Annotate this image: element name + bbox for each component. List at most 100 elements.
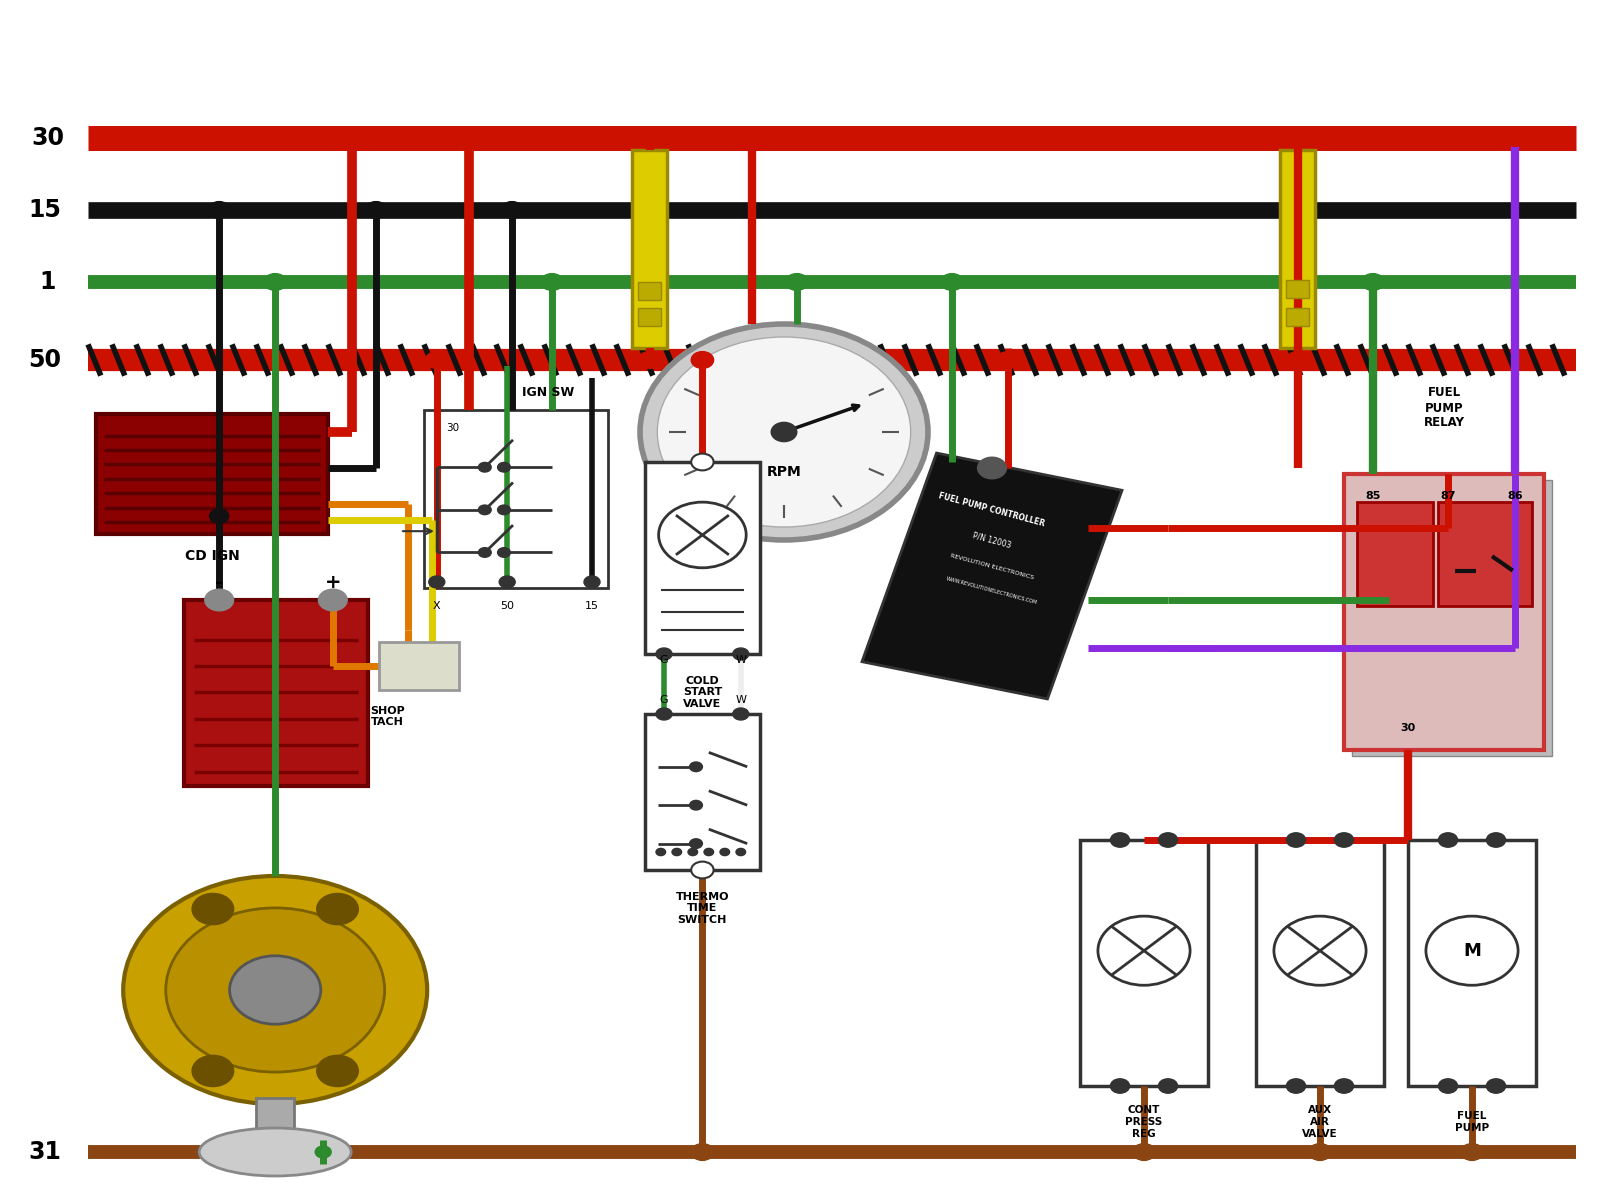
Circle shape	[688, 848, 698, 856]
Circle shape	[658, 337, 910, 527]
Circle shape	[429, 576, 445, 588]
Text: REVOLUTION ELECTRONICS: REVOLUTION ELECTRONICS	[950, 553, 1034, 580]
Circle shape	[736, 848, 746, 856]
Circle shape	[1461, 1144, 1483, 1160]
Text: 30: 30	[446, 424, 459, 433]
Circle shape	[1504, 130, 1526, 146]
Bar	[1352, 480, 1552, 756]
Circle shape	[691, 454, 714, 470]
Circle shape	[192, 894, 234, 925]
Text: 50: 50	[29, 348, 61, 372]
Circle shape	[978, 457, 1006, 479]
Circle shape	[498, 462, 510, 472]
Circle shape	[1274, 916, 1366, 985]
Text: 50: 50	[501, 601, 514, 611]
Bar	[1286, 308, 1309, 326]
Circle shape	[1286, 833, 1306, 847]
Bar	[96, 414, 328, 534]
Text: 15: 15	[29, 198, 61, 222]
Circle shape	[690, 839, 702, 848]
Circle shape	[640, 324, 928, 540]
Text: P/N 12003: P/N 12003	[971, 530, 1013, 550]
Circle shape	[691, 352, 714, 368]
Circle shape	[1158, 833, 1178, 847]
Circle shape	[499, 576, 515, 588]
Circle shape	[733, 648, 749, 660]
Circle shape	[690, 800, 702, 810]
Text: 30: 30	[32, 126, 64, 150]
Circle shape	[656, 708, 672, 720]
Circle shape	[478, 505, 491, 515]
Bar	[1256, 840, 1384, 1086]
Circle shape	[315, 1146, 331, 1158]
Circle shape	[1426, 916, 1518, 985]
Circle shape	[208, 202, 230, 218]
Circle shape	[584, 576, 600, 588]
Circle shape	[1110, 1079, 1130, 1093]
Text: 30: 30	[1400, 724, 1416, 733]
Text: THERMO
TIME
SWITCH: THERMO TIME SWITCH	[675, 892, 730, 925]
Circle shape	[1438, 1079, 1458, 1093]
Text: CD IGN: CD IGN	[184, 548, 240, 563]
Text: IGN SW: IGN SW	[522, 386, 574, 398]
Circle shape	[1362, 274, 1384, 290]
Circle shape	[704, 848, 714, 856]
Circle shape	[656, 848, 666, 856]
Text: COLD
START
VALVE: COLD START VALVE	[683, 676, 722, 709]
Circle shape	[1286, 352, 1309, 368]
Circle shape	[1486, 833, 1506, 847]
Circle shape	[205, 589, 234, 611]
Text: AUX
AIR
VALVE: AUX AIR VALVE	[1302, 1105, 1338, 1139]
Circle shape	[1110, 833, 1130, 847]
Bar	[1408, 840, 1536, 1086]
Circle shape	[771, 422, 797, 442]
Text: 85: 85	[1365, 491, 1381, 500]
Circle shape	[656, 648, 672, 660]
Ellipse shape	[198, 1128, 352, 1176]
Polygon shape	[862, 454, 1122, 698]
Circle shape	[1334, 1079, 1354, 1093]
Circle shape	[1158, 1079, 1178, 1093]
Bar	[379, 642, 459, 690]
Text: G: G	[659, 695, 669, 704]
Text: FUEL PUMP CONTROLLER: FUEL PUMP CONTROLLER	[938, 492, 1046, 528]
Circle shape	[786, 274, 808, 290]
Circle shape	[691, 1144, 714, 1160]
Circle shape	[317, 1055, 358, 1086]
Text: FUEL
PUMP
RELAY: FUEL PUMP RELAY	[1424, 386, 1464, 430]
Circle shape	[1133, 1144, 1155, 1160]
Circle shape	[318, 589, 347, 611]
Circle shape	[210, 509, 229, 523]
Circle shape	[1334, 833, 1354, 847]
Text: -: -	[214, 572, 224, 592]
Circle shape	[501, 202, 523, 218]
Text: CONT
PRESS
REG: CONT PRESS REG	[1125, 1105, 1163, 1139]
Circle shape	[659, 502, 746, 568]
Circle shape	[690, 762, 702, 772]
Circle shape	[1438, 833, 1458, 847]
Text: SHOP
TACH: SHOP TACH	[370, 706, 405, 727]
Circle shape	[264, 274, 286, 290]
Bar	[184, 600, 368, 786]
Bar	[638, 308, 661, 326]
Bar	[1344, 474, 1544, 750]
Bar	[1438, 502, 1533, 606]
Bar	[638, 282, 661, 300]
Circle shape	[672, 848, 682, 856]
Circle shape	[1286, 130, 1309, 146]
Circle shape	[365, 202, 387, 218]
Text: X: X	[434, 601, 440, 611]
Bar	[645, 714, 760, 870]
Circle shape	[720, 848, 730, 856]
Circle shape	[230, 955, 320, 1024]
Text: M: M	[1462, 942, 1482, 960]
Text: RPM: RPM	[766, 464, 802, 479]
Circle shape	[1286, 1079, 1306, 1093]
Circle shape	[741, 130, 763, 146]
Circle shape	[478, 462, 491, 472]
Circle shape	[1486, 1079, 1506, 1093]
Circle shape	[1309, 1144, 1331, 1160]
Text: FUEL
PUMP: FUEL PUMP	[1454, 1111, 1490, 1133]
Bar	[424, 410, 608, 588]
Bar	[632, 150, 667, 348]
